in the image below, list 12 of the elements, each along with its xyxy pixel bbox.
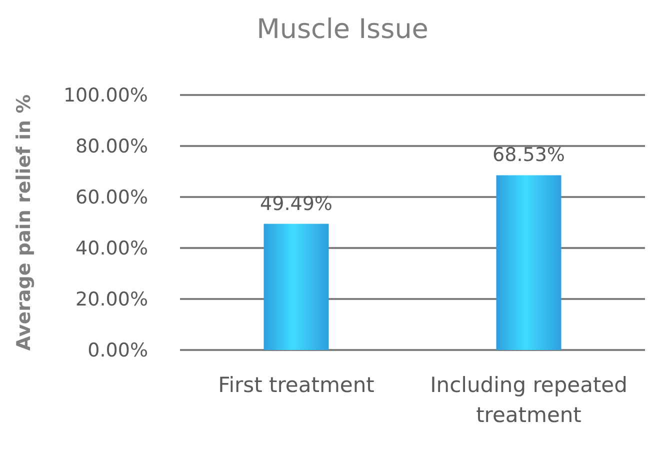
chart-title: Muscle Issue bbox=[256, 14, 428, 45]
y-tick-label: 60.00% bbox=[76, 186, 148, 209]
y-axis-title: Average pain relief in % bbox=[13, 94, 35, 351]
y-tick-label: 80.00% bbox=[76, 136, 148, 158]
data-label: 49.49% bbox=[260, 192, 332, 215]
x-tick-label: Including repeated treatment bbox=[430, 373, 628, 427]
y-tick-label: 20.00% bbox=[76, 288, 148, 311]
x-tick-label: First treatment bbox=[218, 373, 374, 397]
y-tick-label: 40.00% bbox=[76, 238, 148, 260]
data-label: 68.53% bbox=[492, 144, 565, 166]
y-tick-label: 100.00% bbox=[63, 84, 148, 107]
y-tick-label: 0.00% bbox=[88, 340, 148, 362]
